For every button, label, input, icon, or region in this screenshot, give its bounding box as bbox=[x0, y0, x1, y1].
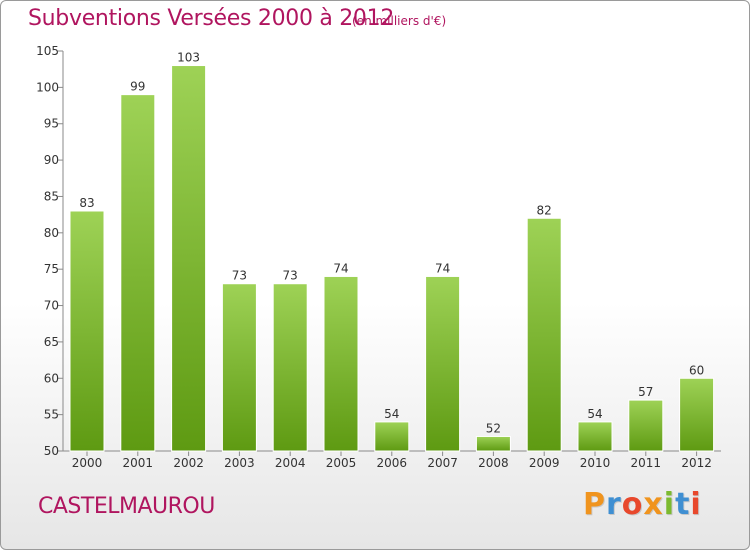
data-label: 60 bbox=[689, 363, 704, 377]
bar bbox=[120, 94, 156, 452]
bar bbox=[171, 65, 207, 452]
y-tick-label: 55 bbox=[44, 408, 59, 422]
data-label: 74 bbox=[333, 261, 348, 275]
x-tick-label: 2003 bbox=[224, 456, 255, 470]
proxiti-logo: Proxiti bbox=[583, 487, 702, 522]
y-tick-label: 80 bbox=[44, 226, 59, 240]
bar bbox=[69, 210, 105, 452]
bar bbox=[526, 217, 562, 452]
data-label: 54 bbox=[587, 407, 602, 421]
x-tick-label: 2002 bbox=[173, 456, 204, 470]
y-tick-label: 95 bbox=[44, 117, 59, 131]
y-tick-label: 90 bbox=[44, 153, 59, 167]
y-tick-label: 105 bbox=[36, 44, 59, 58]
y-tick-label: 85 bbox=[44, 189, 59, 203]
x-tick-label: 2008 bbox=[478, 456, 509, 470]
y-tick-label: 65 bbox=[44, 335, 59, 349]
x-tick-label: 2004 bbox=[275, 456, 306, 470]
y-tick-label: 100 bbox=[36, 80, 59, 94]
bar bbox=[221, 283, 257, 452]
x-tick-label: 2012 bbox=[681, 456, 712, 470]
bar bbox=[628, 399, 664, 452]
data-label: 52 bbox=[486, 421, 501, 435]
logo-letter: i bbox=[663, 487, 676, 522]
x-tick-label: 2007 bbox=[427, 456, 458, 470]
bar bbox=[425, 275, 461, 452]
bar bbox=[374, 421, 410, 452]
chart-title: Subventions Versées 2000 à 2012 bbox=[28, 6, 395, 31]
x-tick-label: 2000 bbox=[72, 456, 103, 470]
logo-letter: t bbox=[675, 487, 691, 522]
bar bbox=[475, 435, 511, 452]
data-label: 54 bbox=[384, 407, 399, 421]
logo-letter: o bbox=[621, 487, 644, 522]
logo-letter: i bbox=[690, 487, 702, 522]
bar bbox=[577, 421, 613, 452]
data-label: 82 bbox=[537, 203, 552, 217]
data-label: 83 bbox=[79, 196, 94, 210]
x-tick-label: 2005 bbox=[326, 456, 357, 470]
data-label: 73 bbox=[232, 269, 247, 283]
data-label: 57 bbox=[638, 385, 653, 399]
x-tick-label: 2011 bbox=[631, 456, 662, 470]
logo-letter: x bbox=[643, 487, 664, 522]
x-tick-label: 2006 bbox=[377, 456, 408, 470]
x-tick-label: 2001 bbox=[123, 456, 154, 470]
y-tick-label: 60 bbox=[44, 371, 59, 385]
commune-name: CASTELMAUROU bbox=[38, 494, 215, 519]
x-tick-label: 2009 bbox=[529, 456, 560, 470]
logo-letter: P bbox=[583, 487, 606, 522]
x-tick-label: 2010 bbox=[580, 456, 611, 470]
y-tick-label: 70 bbox=[44, 299, 59, 313]
y-tick-label: 75 bbox=[44, 262, 59, 276]
data-label: 74 bbox=[435, 261, 450, 275]
data-label: 103 bbox=[177, 51, 200, 65]
y-tick-label: 50 bbox=[44, 444, 59, 458]
bar bbox=[323, 275, 359, 452]
data-label: 99 bbox=[130, 80, 145, 94]
bar bbox=[272, 283, 308, 452]
bar bbox=[679, 377, 715, 452]
logo-letter: r bbox=[606, 487, 622, 522]
unit-label: (en milliers d'€) bbox=[352, 14, 447, 28]
data-label: 73 bbox=[283, 269, 298, 283]
